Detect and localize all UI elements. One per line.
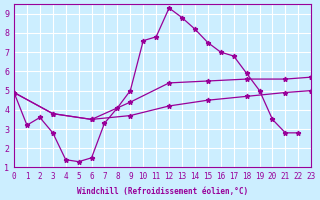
X-axis label: Windchill (Refroidissement éolien,°C): Windchill (Refroidissement éolien,°C): [77, 187, 248, 196]
